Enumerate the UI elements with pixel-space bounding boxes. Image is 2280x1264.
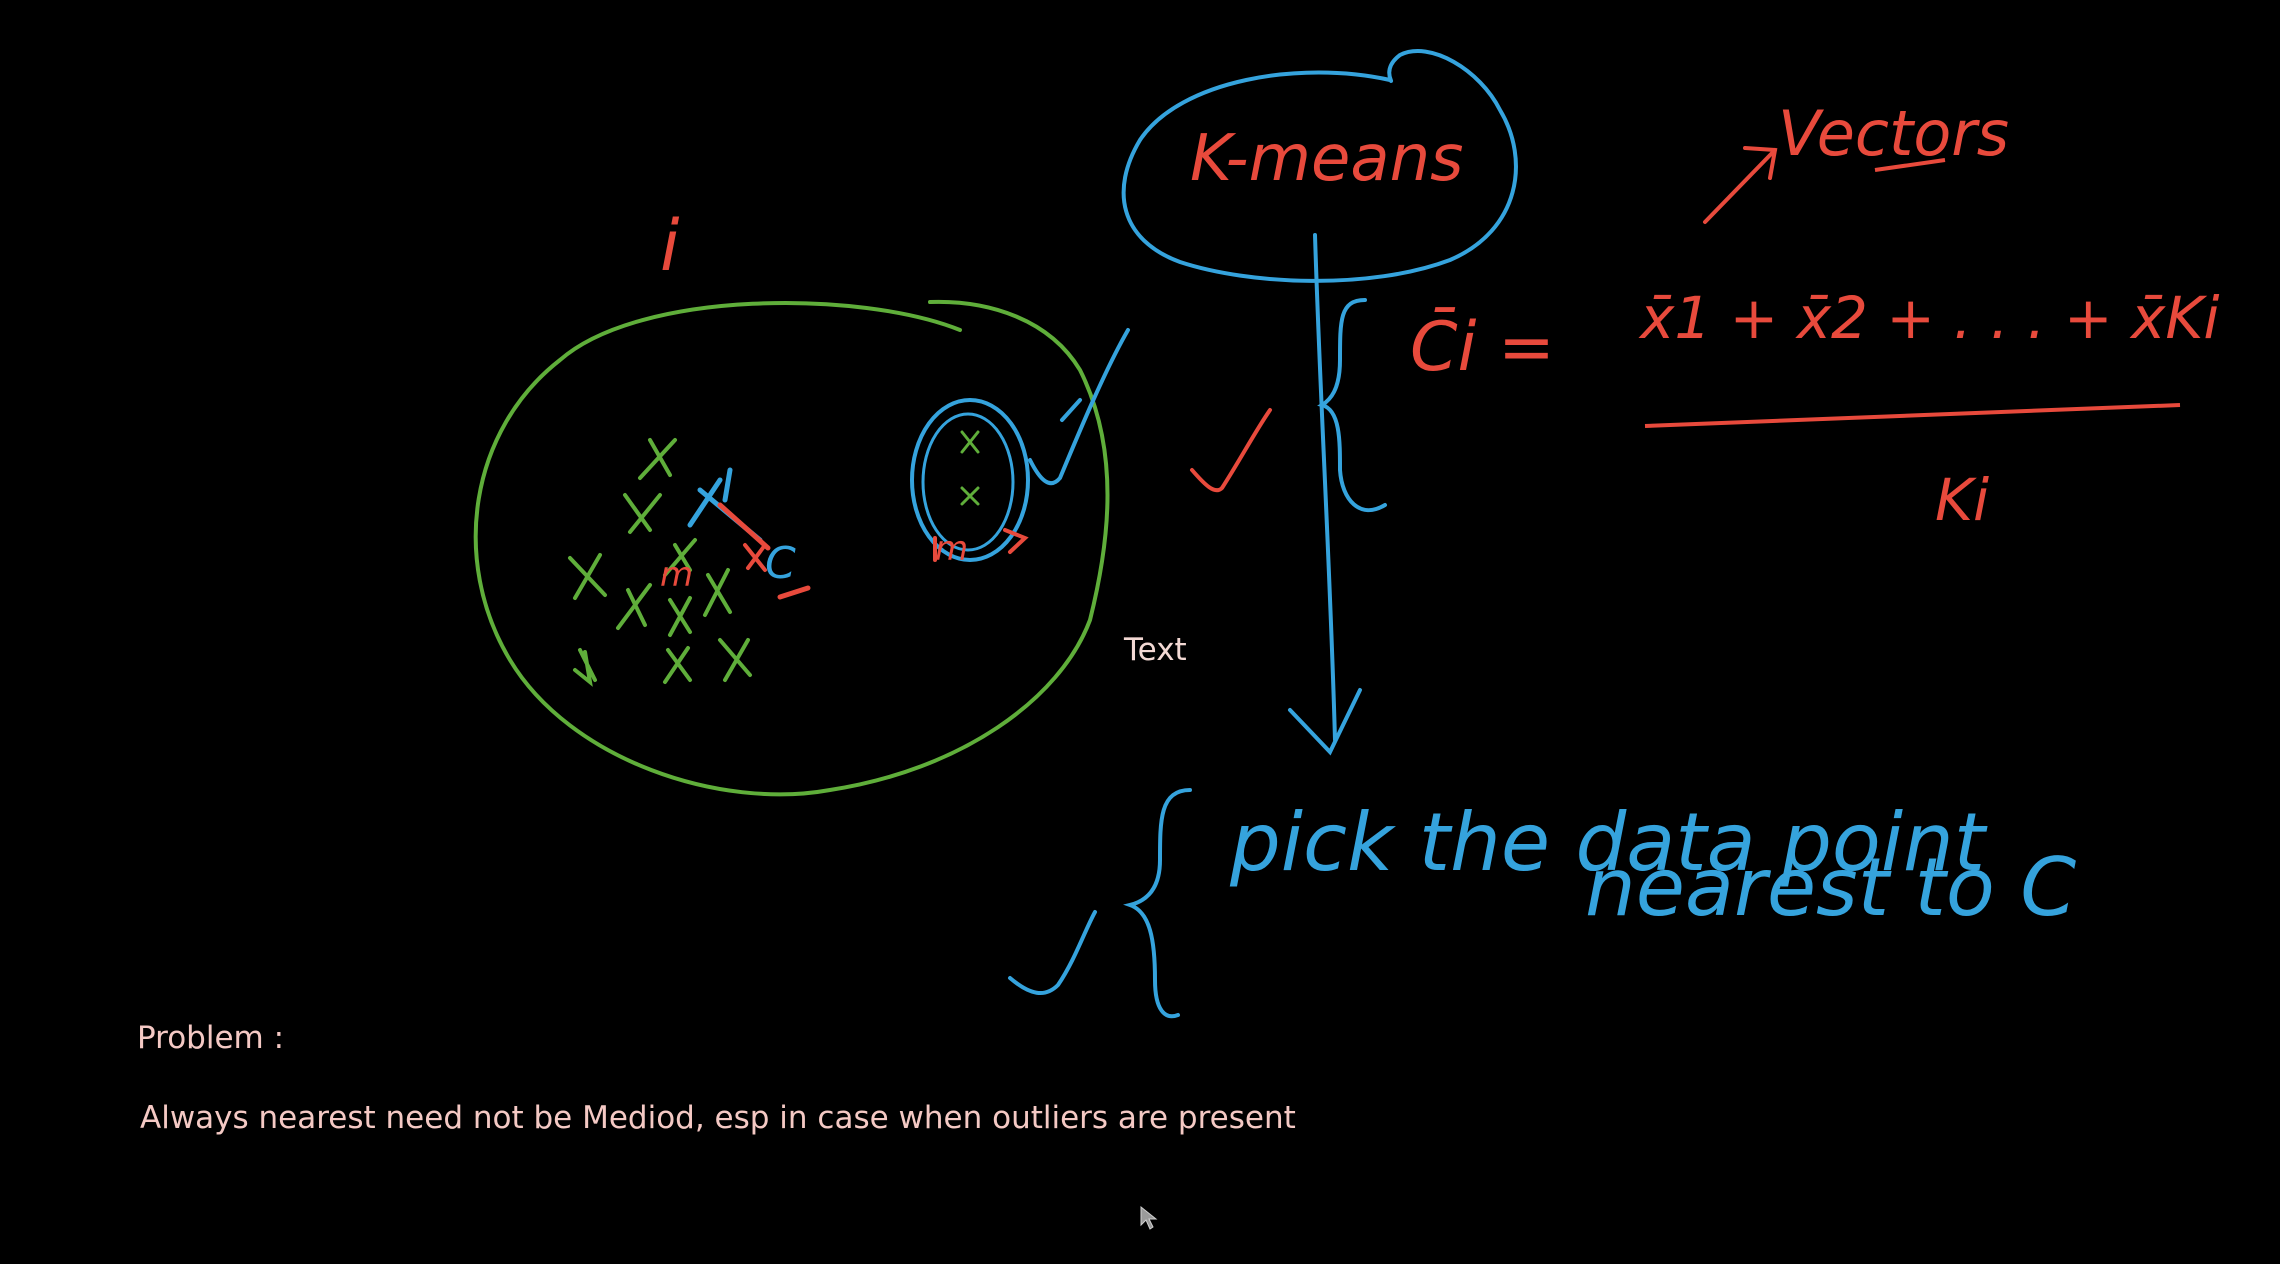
outlier-tick [1060,398,1082,422]
data-point [573,648,597,687]
data-point [663,538,697,577]
vectors-arrow [1703,146,1778,224]
formula-brace [1317,298,1387,512]
formula-fraction-bar [1644,403,2181,428]
formula-lhs: C̄i = [1410,307,1555,387]
problem-label: Problem : [137,1020,285,1056]
outlier-point [960,486,980,506]
kmeans-cloud [1121,49,1518,283]
formula-denominator: Ki [1935,466,1989,534]
vectors-underline [1874,158,1946,172]
cluster-outline [473,299,1110,797]
outlier-check-mark [1028,328,1130,486]
flow-arrow [1288,233,1362,756]
centroid-underline [777,585,811,600]
mouse-pointer-icon [1139,1205,1163,1238]
data-point [638,438,677,480]
cluster-points [568,438,752,687]
cluster-index-label: i [660,205,680,287]
formula-numerator: x̄1 + x̄2 + . . . + x̄Ki [1638,284,2220,352]
outlier-bracket [933,528,1029,562]
outlier-point [960,430,980,454]
problem-statement: Always nearest need not be Mediod, esp i… [140,1100,1296,1136]
centroid-x [743,543,767,572]
outlier-circle [910,398,1030,562]
method-title: K-means [1190,122,1463,196]
centroid-label: C [765,538,796,589]
data-point [718,638,752,682]
medoid-label: m [660,555,693,595]
step-note-line-2: nearest to C [1585,841,2076,934]
outlier-points [960,430,980,506]
vectors-note: Vectors [1778,97,2009,170]
step-check-mark [1008,910,1097,995]
data-point [616,583,652,630]
centroid-link [717,502,771,551]
step-brace [1123,788,1192,1019]
data-point [668,596,692,637]
outlier-circle-inner [921,412,1015,552]
data-point [568,553,607,600]
formula-check-mark [1190,408,1272,493]
step-note-line-1: pick the data point [1229,796,1988,889]
text-box-label[interactable]: Text [1124,632,1187,668]
outlier-medoid-label: m [935,529,968,569]
data-point [623,493,662,534]
data-point [703,568,732,617]
data-point [663,646,692,684]
